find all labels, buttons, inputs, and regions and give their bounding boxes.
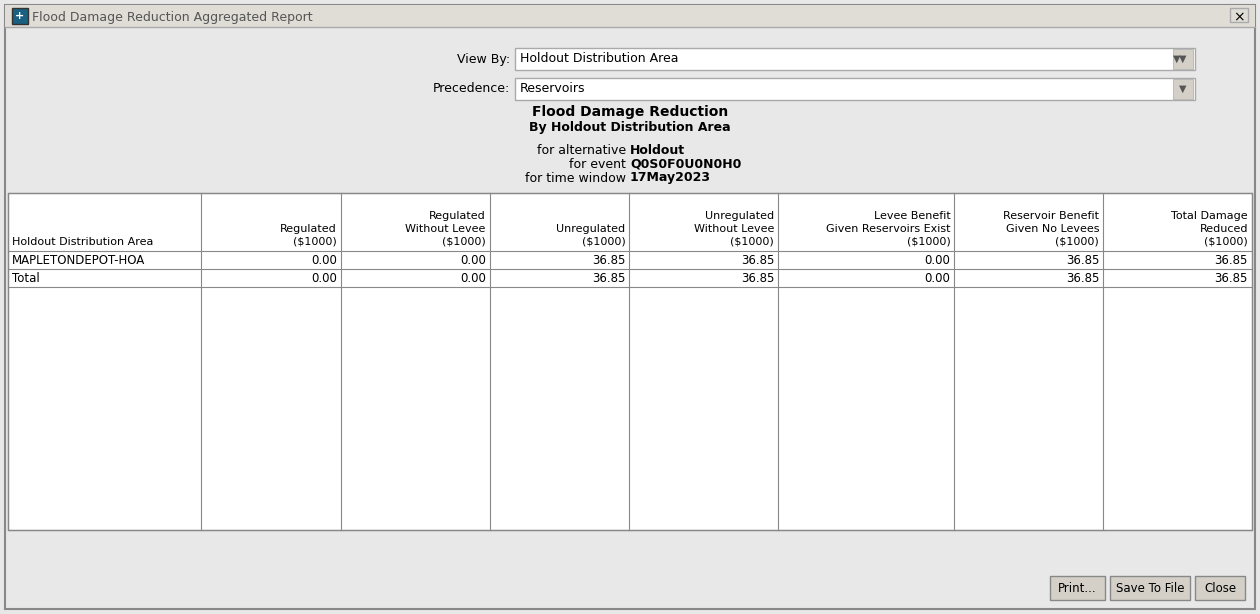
Text: Reservoir Benefit: Reservoir Benefit [1003,211,1099,221]
Text: MAPLETONDEPOT-HOA: MAPLETONDEPOT-HOA [13,254,145,266]
Text: 36.85: 36.85 [592,254,625,266]
Text: Levee Benefit: Levee Benefit [873,211,950,221]
FancyBboxPatch shape [5,5,1255,609]
Text: 36.85: 36.85 [1215,271,1247,284]
Text: ($1000): ($1000) [582,237,625,247]
Text: Holdout Distribution Area: Holdout Distribution Area [13,237,154,247]
Text: Total Damage: Total Damage [1172,211,1247,221]
Text: 0.00: 0.00 [460,254,485,266]
FancyBboxPatch shape [1050,576,1105,600]
Text: 36.85: 36.85 [741,254,774,266]
FancyBboxPatch shape [1230,8,1247,22]
Text: for event: for event [570,158,630,171]
Text: ($1000): ($1000) [442,237,485,247]
Text: Holdout: Holdout [630,144,685,157]
Text: ▼: ▼ [1173,54,1181,64]
Text: for alternative: for alternative [537,144,630,157]
FancyBboxPatch shape [8,193,1252,530]
Text: 36.85: 36.85 [1066,271,1099,284]
FancyBboxPatch shape [1173,49,1193,69]
Text: Save To File: Save To File [1116,581,1184,594]
Text: 0.00: 0.00 [925,271,950,284]
Text: Precedence:: Precedence: [432,82,510,96]
Text: Print...: Print... [1058,581,1096,594]
Text: ▼: ▼ [1179,54,1187,64]
FancyBboxPatch shape [515,48,1194,70]
Text: 17May2023: 17May2023 [630,171,711,184]
FancyBboxPatch shape [515,78,1194,100]
Text: ($1000): ($1000) [1205,237,1247,247]
Text: Reservoirs: Reservoirs [520,82,586,96]
Text: View By:: View By: [457,53,510,66]
Text: for time window: for time window [525,171,630,184]
Text: Flood Damage Reduction Aggregated Report: Flood Damage Reduction Aggregated Report [32,10,312,23]
Text: Regulated: Regulated [428,211,485,221]
Text: Regulated: Regulated [280,224,336,234]
Text: ▼: ▼ [1179,84,1187,94]
FancyBboxPatch shape [1173,79,1193,99]
Text: Without Levee: Without Levee [694,224,774,234]
Text: 0.00: 0.00 [311,254,336,266]
Text: 0.00: 0.00 [311,271,336,284]
Text: ($1000): ($1000) [1056,237,1099,247]
Text: Unregulated: Unregulated [556,224,625,234]
Text: 36.85: 36.85 [1215,254,1247,266]
Text: 36.85: 36.85 [592,271,625,284]
Text: Reduced: Reduced [1200,224,1247,234]
Text: Given Reservoirs Exist: Given Reservoirs Exist [825,224,950,234]
Text: Holdout Distribution Area: Holdout Distribution Area [520,53,678,66]
Text: Q0S0F0U0N0H0: Q0S0F0U0N0H0 [630,158,741,171]
FancyBboxPatch shape [1194,576,1245,600]
FancyBboxPatch shape [5,5,1255,27]
Text: ($1000): ($1000) [294,237,336,247]
Text: 0.00: 0.00 [925,254,950,266]
Text: 0.00: 0.00 [460,271,485,284]
Text: ($1000): ($1000) [731,237,774,247]
Text: Unregulated: Unregulated [706,211,774,221]
Text: Without Levee: Without Levee [406,224,485,234]
Text: Given No Levees: Given No Levees [1005,224,1099,234]
Text: 36.85: 36.85 [741,271,774,284]
Text: Flood Damage Reduction: Flood Damage Reduction [532,105,728,119]
Text: +: + [15,11,25,21]
Text: ($1000): ($1000) [907,237,950,247]
FancyBboxPatch shape [1110,576,1189,600]
Text: 36.85: 36.85 [1066,254,1099,266]
Text: ×: × [1234,10,1245,24]
Text: Total: Total [13,271,40,284]
Text: By Holdout Distribution Area: By Holdout Distribution Area [529,122,731,134]
Text: Close: Close [1205,581,1236,594]
FancyBboxPatch shape [13,8,28,24]
